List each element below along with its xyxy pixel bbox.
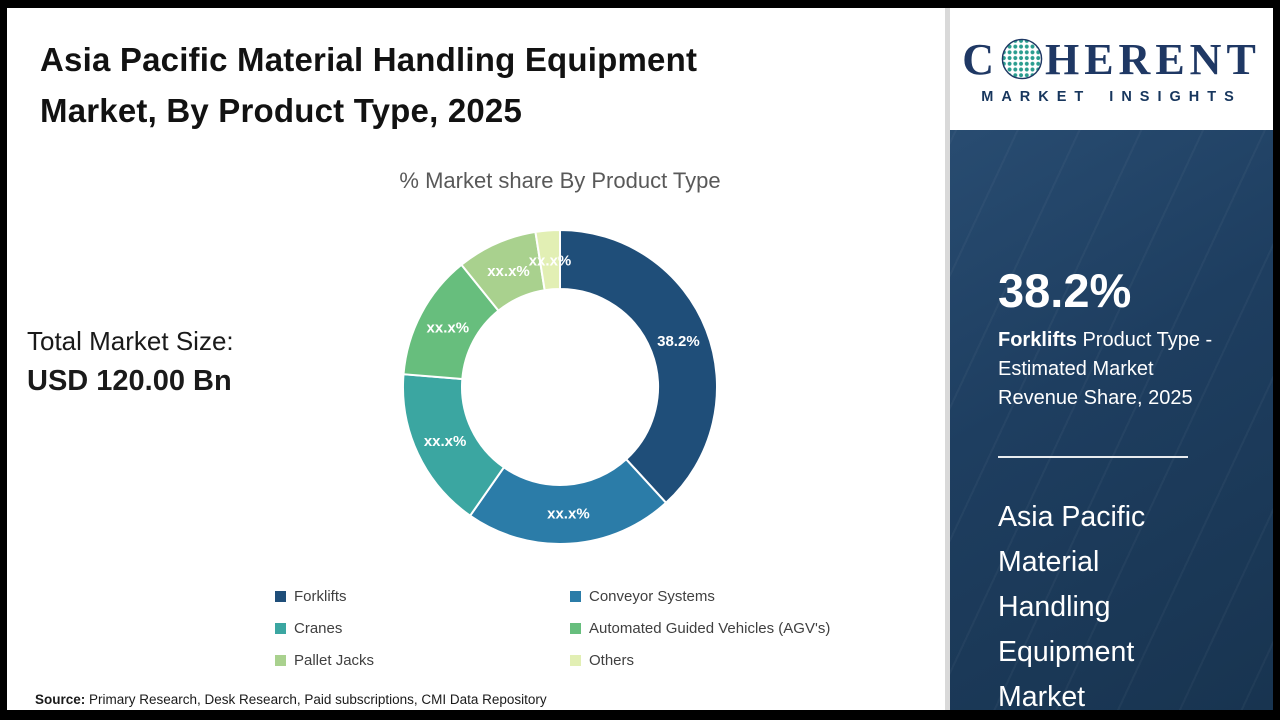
legend-swatch-automated-guided-vehicles-agv-s	[570, 623, 581, 634]
legend-label-pallet-jacks: Pallet Jacks	[294, 652, 375, 669]
highlight-description: Forklifts Product Type - Estimated Marke…	[998, 326, 1230, 413]
sidebar: C HERENT MARKET INSIGHTS 38.2% Forklifts…	[945, 8, 1273, 713]
brand-logo: C HERENT MARKET INSIGHTS	[950, 8, 1273, 130]
page-title: Asia Pacific Material Handling Equipment…	[40, 34, 697, 136]
total-market-size-value: USD 120.00 Bn	[27, 365, 232, 397]
logo-wordmark-rest: HERENT	[1044, 34, 1261, 84]
globe-icon	[1001, 38, 1043, 80]
logo-wordmark: C HERENT	[962, 34, 1261, 85]
source-text: Primary Research, Desk Research, Paid su…	[85, 692, 547, 707]
logo-letter-c: C	[962, 34, 999, 84]
donut-segment-forklifts	[559, 228, 718, 505]
source-label: Source:	[35, 692, 86, 707]
logo-tagline: MARKET INSIGHTS	[981, 88, 1242, 105]
sidebar-divider	[998, 456, 1188, 458]
legend-swatch-conveyor-systems	[570, 591, 581, 602]
title-line-1: Asia Pacific Material Handling Equipment	[40, 41, 698, 78]
donut-chart: 38.2%xx.x%xx.x%xx.x%xx.x%xx.x%	[402, 228, 718, 545]
legend-item-pallet-jacks: Pallet Jacks	[275, 652, 570, 669]
legend-item-automated-guided-vehicles-agv-s: Automated Guided Vehicles (AGV's)	[570, 620, 830, 637]
total-market-size: Total Market Size: USD 120.00 Bn	[27, 326, 234, 398]
donut-label-pallet-jacks: xx.x%	[487, 263, 530, 280]
donut-label-cranes: xx.x%	[424, 433, 467, 450]
legend-label-cranes: Cranes	[294, 620, 343, 637]
total-market-size-label: Total Market Size:	[27, 326, 234, 356]
legend-swatch-cranes	[275, 623, 286, 634]
source-note: Source: Primary Research, Desk Research,…	[35, 692, 547, 707]
main-panel: Asia Pacific Material Handling Equipment…	[7, 8, 945, 710]
donut-label-conveyor-systems: xx.x%	[547, 506, 590, 523]
donut-segment-others	[534, 228, 561, 292]
legend-item-others: Others	[570, 652, 830, 669]
donut-label-forklifts: 38.2%	[657, 333, 700, 350]
donut-label-others: xx.x%	[529, 252, 572, 269]
legend-item-forklifts: Forklifts	[275, 588, 570, 605]
legend-swatch-pallet-jacks	[275, 655, 286, 666]
chart-legend: Forklifts Conveyor Systems Cranes Automated…	[275, 588, 830, 669]
sidebar-market-name: Asia Pacific Material Handling Equipment…	[998, 501, 1146, 713]
legend-label-conveyor-systems: Conveyor Systems	[589, 588, 715, 605]
donut-label-automated-guided-vehicles-agv-s: xx.x%	[427, 320, 470, 337]
legend-item-conveyor-systems: Conveyor Systems	[570, 588, 830, 605]
title-line-2: Market, By Product Type, 2025	[40, 92, 523, 129]
highlight-product: Forklifts	[998, 329, 1077, 351]
highlight-rest: Product Type - Estimated Market Revenue …	[998, 329, 1213, 409]
infographic-frame: Asia Pacific Material Handling Equipment…	[7, 8, 1273, 713]
highlight-stat: 38.2%	[998, 264, 1132, 317]
legend-label-automated-guided-vehicles-agv-s: Automated Guided Vehicles (AGV's)	[589, 620, 831, 637]
legend-swatch-others	[570, 655, 581, 666]
chart-title: % Market share By Product Type	[399, 168, 721, 193]
legend-swatch-forklifts	[275, 591, 286, 602]
legend-label-others: Others	[589, 652, 635, 669]
legend-label-forklifts: Forklifts	[294, 588, 347, 605]
legend-item-cranes: Cranes	[275, 620, 570, 637]
